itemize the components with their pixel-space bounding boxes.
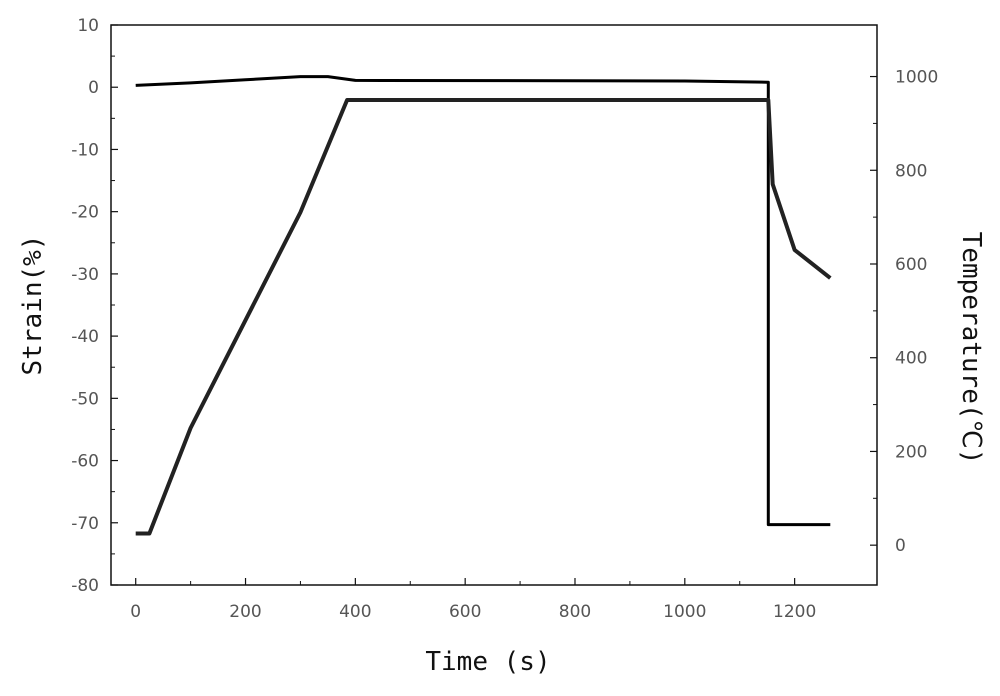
y-left-tick-label: -40 [71,327,99,347]
y-axis-left-title: Strain(%) [18,235,48,376]
y-right-tick-label: 800 [895,161,927,181]
x-axis-title: Time (s) [425,647,550,677]
x-tick-label: 400 [339,602,371,622]
y-right-tick-label: 400 [895,349,927,369]
y-left-tick-label: -50 [71,389,99,409]
y-right-tick-label: 0 [895,536,906,556]
temperature-series-line [136,100,831,534]
x-tick-label: 0 [130,602,141,622]
strain-series-line [136,77,831,525]
x-tick-label: 200 [229,602,261,622]
x-tick-label: 800 [559,602,591,622]
y-left-tick-label: 10 [77,16,99,36]
x-tick-label: 1200 [773,602,816,622]
y-right-tick-label: 200 [895,442,927,462]
y-left-tick-label: -20 [71,203,99,223]
x-tick-label: 1000 [663,602,706,622]
y-left-tick-label: -70 [71,514,99,534]
y-right-tick-label: 600 [895,255,927,275]
y-left-tick-label: -30 [71,265,99,285]
y-left-tick-label: 0 [88,78,99,98]
y-left-tick-label: -60 [71,452,99,472]
y-axis-right-title: Temperature(℃) [956,232,986,465]
plot-frame [111,25,877,585]
y-left-tick-label: -10 [71,140,99,160]
y-left-tick-label: -80 [71,576,99,596]
x-tick-label: 600 [449,602,481,622]
y-right-tick-label: 1000 [895,68,938,88]
